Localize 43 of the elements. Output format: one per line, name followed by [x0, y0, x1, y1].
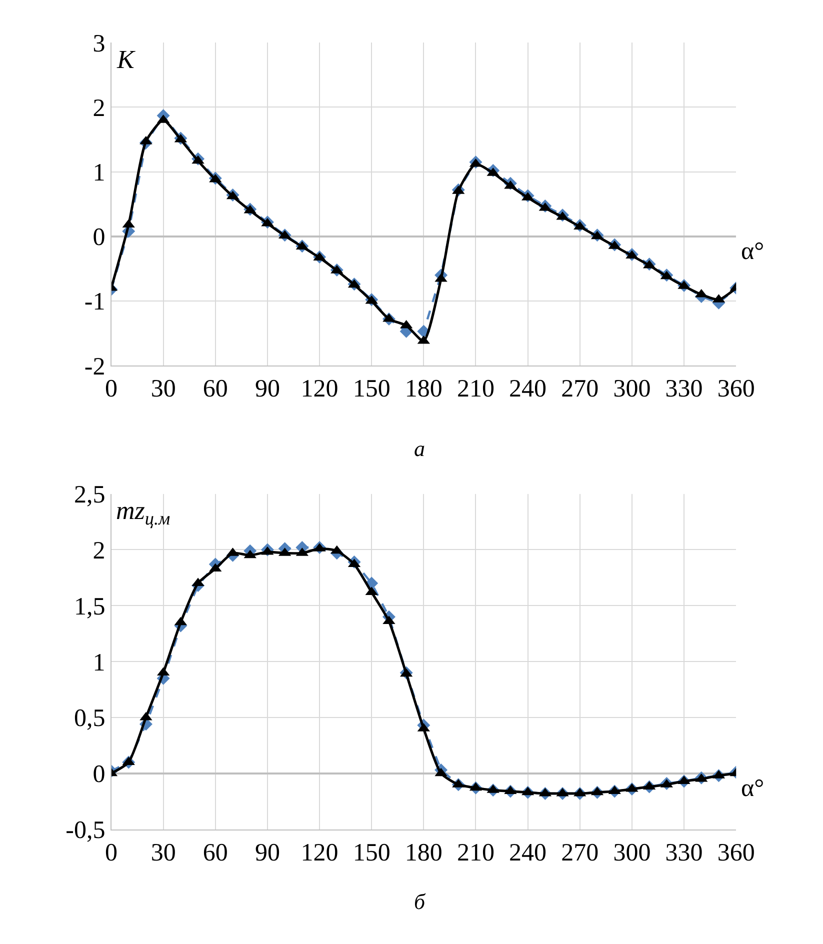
y-tick-label: -0,5 [66, 817, 106, 844]
x-tick-label: 240 [509, 376, 547, 403]
x-tick-label: 300 [613, 376, 651, 403]
x-tick-label: 270 [561, 376, 599, 403]
y-tick-label: 2,5 [74, 482, 106, 509]
text: б [414, 889, 426, 914]
y-tick-label: 0 [92, 761, 106, 788]
y-tick-label: 1,5 [74, 593, 106, 620]
y-tick-label: 2 [92, 94, 106, 122]
y-tick-label: -1 [84, 288, 106, 316]
y-tick-label: 1 [92, 160, 106, 187]
x-tick-label: 60 [202, 376, 228, 403]
x-tick-label: 90 [254, 376, 280, 403]
y-tick-label: 3 [92, 30, 106, 58]
x-tick-label: 120 [300, 376, 338, 403]
y-tick-label: 0,5 [74, 705, 106, 732]
x-tick-label: 300 [613, 839, 651, 866]
x-tick-label: 330 [665, 376, 703, 403]
y-tick-label: 2 [92, 537, 106, 564]
x-tick-label: 330 [665, 839, 703, 866]
text: а [414, 436, 425, 461]
x-tick-label: 270 [561, 839, 599, 866]
x-tick-label: 120 [300, 839, 338, 866]
x-tick-label: 30 [150, 376, 176, 403]
x-tick-label: 60 [202, 839, 228, 866]
x-tick-label: 180 [404, 376, 442, 403]
y-tick-label: -2 [84, 353, 106, 380]
y-tick-label: 0 [92, 224, 106, 252]
x-axis-title: α° [741, 238, 764, 265]
x-tick-label: 210 [456, 839, 494, 866]
y-tick-label: 1 [92, 649, 106, 676]
x-axis-title: α° [741, 775, 764, 802]
x-tick-label: 150 [352, 376, 390, 403]
x-tick-label: 150 [352, 839, 390, 866]
y-axis-title: K [116, 45, 136, 74]
x-tick-label: 90 [254, 839, 280, 866]
x-tick-label: 360 [717, 839, 755, 866]
x-tick-label: 210 [456, 376, 494, 403]
x-tick-label: 360 [717, 376, 755, 403]
x-tick-label: 240 [509, 839, 547, 866]
x-tick-label: 30 [150, 839, 176, 866]
y-axis-title: mz$_{ц.м}$ [116, 496, 171, 528]
x-tick-label: 180 [404, 839, 442, 866]
